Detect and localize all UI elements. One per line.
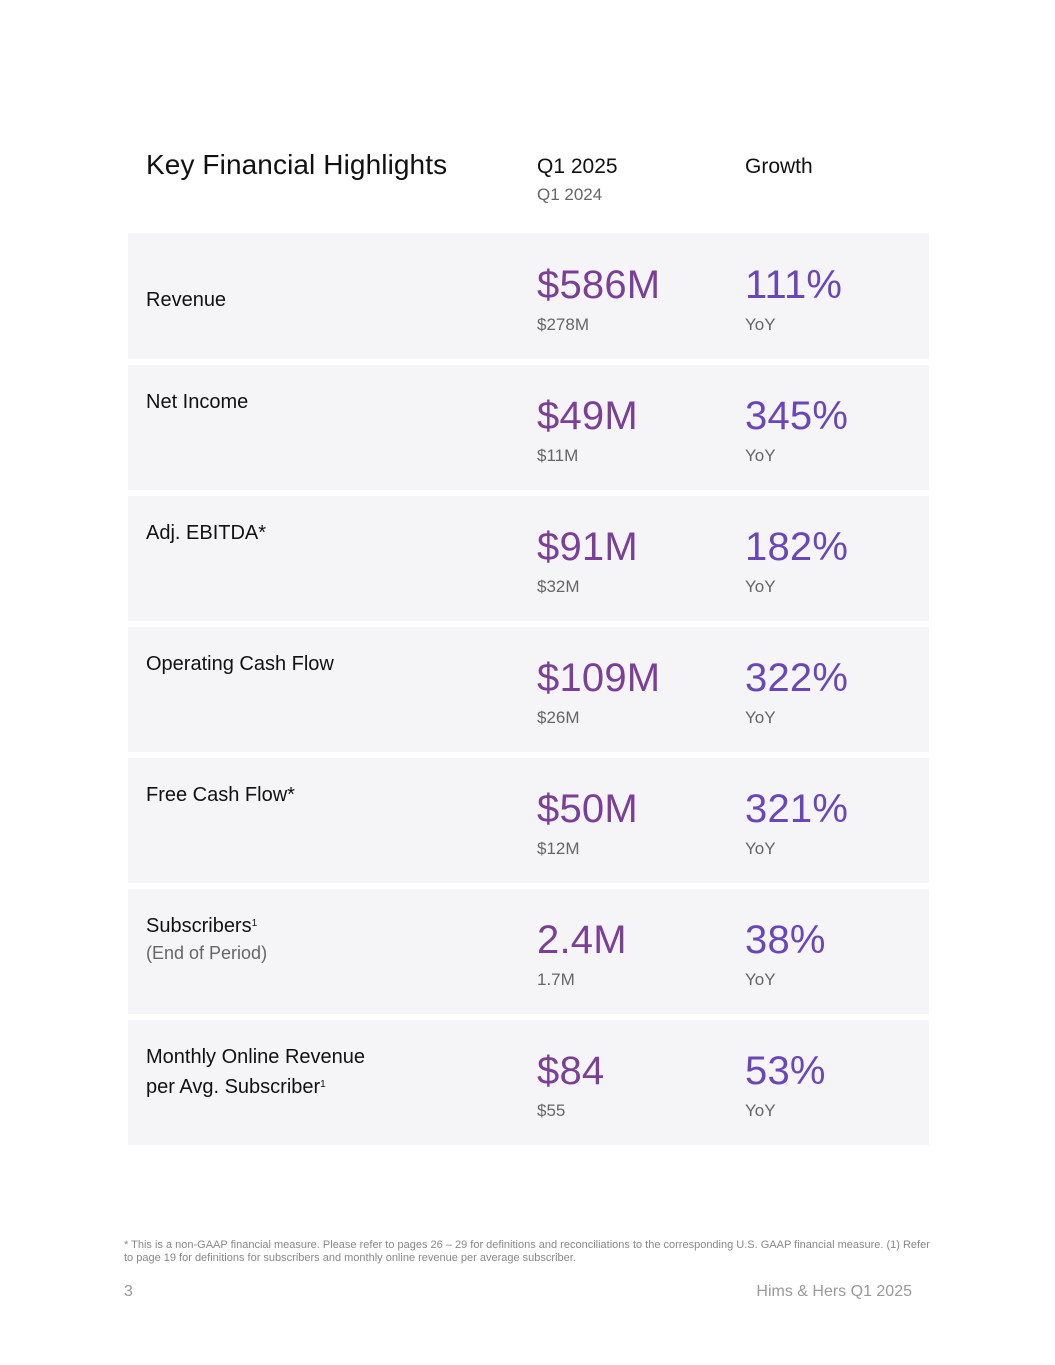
prior-value: $278M <box>537 315 589 334</box>
current-value-cell: $91M $32M <box>537 521 638 599</box>
table-row-revenue: Revenue $586M $278M 111% YoY <box>128 233 929 359</box>
current-value-cell: $49M $11M <box>537 390 638 468</box>
prior-value: $26M <box>537 708 580 727</box>
table-row-operating-cash-flow: Operating Cash Flow $109M $26M 322% YoY <box>128 627 929 752</box>
table-row-monthly-revenue-per-subscriber: Monthly Online Revenue per Avg. Subscrib… <box>128 1020 929 1145</box>
growth-cell: 111% YoY <box>745 259 842 337</box>
growth-cell: 345% YoY <box>745 390 848 468</box>
current-value-cell: $109M $26M <box>537 652 660 730</box>
growth-cell: 182% YoY <box>745 521 848 599</box>
growth-value: 345% <box>745 394 849 438</box>
growth-value: 111% <box>745 263 843 307</box>
metric-name: Revenue <box>146 289 227 311</box>
column-header-quarter: Q1 2025 Q1 2024 <box>537 154 618 207</box>
metric-label: Adj. EBITDA* <box>146 518 266 548</box>
metric-name: Net Income <box>146 391 249 413</box>
column-header-growth-label: Growth <box>745 155 813 178</box>
growth-label: YoY <box>745 839 776 858</box>
growth-value: 321% <box>745 787 849 831</box>
current-value: $91M <box>537 525 638 569</box>
current-value-cell: $50M $12M <box>537 783 638 861</box>
growth-label: YoY <box>745 577 776 596</box>
column-header-growth: Growth <box>745 154 813 179</box>
current-value: $50M <box>537 787 638 831</box>
prior-value: $55 <box>537 1101 566 1120</box>
growth-value: 182% <box>745 525 849 569</box>
metric-label: Free Cash Flow* <box>146 780 295 810</box>
growth-cell: 321% YoY <box>745 783 848 861</box>
current-value: $84 <box>537 1049 605 1093</box>
table-row-net-income: Net Income $49M $11M 345% YoY <box>128 365 929 490</box>
current-value: $109M <box>537 656 661 700</box>
footnote-marker: 1 <box>320 1079 326 1090</box>
growth-cell: 38% YoY <box>745 914 826 992</box>
metric-name: Free Cash Flow* <box>146 784 295 806</box>
column-header-current: Q1 2025 <box>537 155 618 178</box>
page-title: Key Financial Highlights <box>146 149 448 180</box>
column-header-prior: Q1 2024 <box>537 185 603 204</box>
metric-label: Subscribers1 (End of Period) <box>146 911 267 965</box>
page-number: 3 <box>124 1283 133 1300</box>
growth-value: 38% <box>745 918 826 962</box>
footnote: * This is a non-GAAP financial measure. … <box>124 1239 930 1264</box>
current-value: $586M <box>537 263 661 307</box>
highlights-table: Revenue $586M $278M 111% YoY Net Income … <box>128 233 929 1151</box>
metric-label: Operating Cash Flow <box>146 649 334 679</box>
metric-label: Revenue <box>146 285 226 315</box>
prior-value: 1.7M <box>537 970 575 989</box>
prior-value: $12M <box>537 839 580 858</box>
metric-name: Adj. EBITDA* <box>146 522 267 544</box>
growth-label: YoY <box>745 446 776 465</box>
growth-cell: 53% YoY <box>745 1045 826 1123</box>
footnote-marker: 1 <box>251 918 258 929</box>
metric-label: Net Income <box>146 387 248 417</box>
metric-name: per Avg. Subscriber <box>146 1076 321 1098</box>
report-brand: Hims & Hers Q1 2025 <box>756 1283 912 1300</box>
metric-note: (End of Period) <box>146 943 268 963</box>
metric-label: Monthly Online Revenue per Avg. Subscrib… <box>146 1042 365 1102</box>
current-value: $49M <box>537 394 638 438</box>
table-row-adj-ebitda: Adj. EBITDA* $91M $32M 182% YoY <box>128 496 929 621</box>
growth-cell: 322% YoY <box>745 652 848 730</box>
growth-label: YoY <box>745 970 776 989</box>
metric-name-line1: Monthly Online Revenue <box>146 1046 366 1068</box>
metric-name: Operating Cash Flow <box>146 653 334 675</box>
current-value: 2.4M <box>537 918 627 962</box>
table-row-free-cash-flow: Free Cash Flow* $50M $12M 321% YoY <box>128 758 929 883</box>
prior-value: $32M <box>537 577 580 596</box>
growth-value: 53% <box>745 1049 826 1093</box>
current-value-cell: $84 $55 <box>537 1045 604 1123</box>
growth-label: YoY <box>745 1101 776 1120</box>
metric-name: Subscribers <box>146 915 252 937</box>
growth-value: 322% <box>745 656 849 700</box>
current-value-cell: 2.4M 1.7M <box>537 914 627 992</box>
table-header: Key Financial Highlights Q1 2025 Q1 2024… <box>0 0 1055 232</box>
growth-label: YoY <box>745 708 776 727</box>
prior-value: $11M <box>537 446 579 465</box>
current-value-cell: $586M $278M <box>537 259 660 337</box>
growth-label: YoY <box>745 315 776 334</box>
table-row-subscribers: Subscribers1 (End of Period) 2.4M 1.7M 3… <box>128 889 929 1014</box>
